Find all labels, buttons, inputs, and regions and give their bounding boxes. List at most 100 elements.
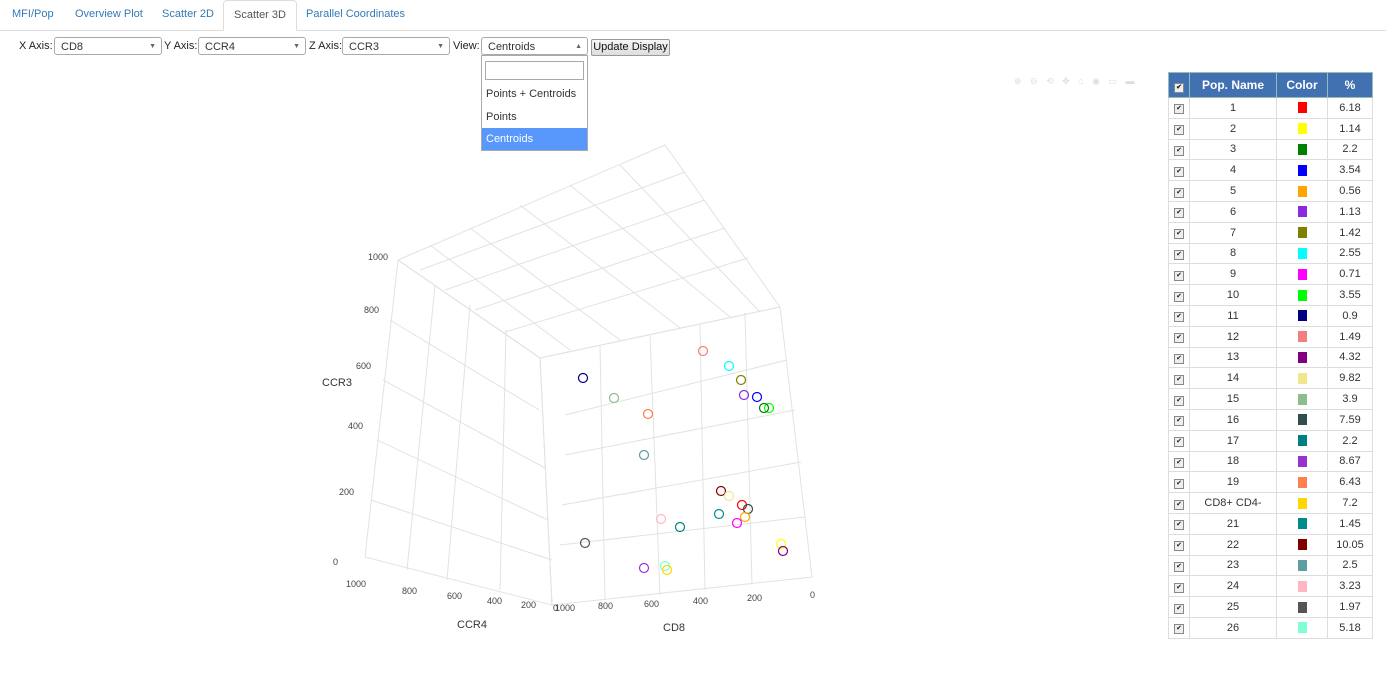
- row-checkbox-cell[interactable]: ✔: [1168, 159, 1190, 182]
- z-axis-select[interactable]: CCR3 ▼: [342, 37, 450, 55]
- row-checkbox-cell[interactable]: ✔: [1168, 221, 1190, 244]
- color-swatch[interactable]: [1297, 518, 1307, 530]
- row-checkbox[interactable]: ✔: [1174, 187, 1184, 198]
- color-swatch[interactable]: [1297, 185, 1307, 197]
- color-swatch[interactable]: [1297, 539, 1307, 551]
- row-checkbox-cell[interactable]: ✔: [1168, 138, 1190, 161]
- centroid-marker[interactable]: [758, 402, 770, 414]
- color-swatch[interactable]: [1297, 580, 1307, 592]
- color-swatch[interactable]: [1297, 206, 1307, 218]
- centroid-marker[interactable]: [735, 374, 747, 386]
- row-checkbox[interactable]: ✔: [1174, 229, 1184, 240]
- row-checkbox-cell[interactable]: ✔: [1168, 533, 1190, 556]
- color-swatch[interactable]: [1297, 372, 1307, 384]
- color-swatch[interactable]: [1297, 331, 1307, 343]
- centroid-marker[interactable]: [738, 389, 750, 401]
- row-checkbox[interactable]: ✔: [1174, 145, 1184, 156]
- color-swatch[interactable]: [1297, 414, 1307, 426]
- centroid-marker[interactable]: [638, 449, 650, 461]
- row-checkbox[interactable]: ✔: [1174, 561, 1184, 572]
- row-checkbox-cell[interactable]: ✔: [1168, 450, 1190, 473]
- row-checkbox[interactable]: ✔: [1174, 249, 1184, 260]
- centroid-marker[interactable]: [661, 564, 673, 576]
- row-checkbox-cell[interactable]: ✔: [1168, 346, 1190, 369]
- row-checkbox-cell[interactable]: ✔: [1168, 408, 1190, 431]
- row-checkbox-cell[interactable]: ✔: [1168, 242, 1190, 265]
- centroid-marker[interactable]: [739, 511, 751, 523]
- color-swatch[interactable]: [1297, 289, 1307, 301]
- centroid-marker[interactable]: [775, 538, 787, 550]
- row-checkbox-cell[interactable]: ✔: [1168, 284, 1190, 306]
- color-swatch[interactable]: [1297, 497, 1307, 509]
- option-points-centroids[interactable]: Points + Centroids: [486, 88, 577, 100]
- tab-scatter-2d[interactable]: Scatter 2D: [162, 8, 214, 20]
- centroid-marker[interactable]: [638, 562, 650, 574]
- row-checkbox[interactable]: ✔: [1174, 499, 1184, 510]
- view-select[interactable]: Centroids ▲: [481, 37, 588, 55]
- row-checkbox[interactable]: ✔: [1174, 333, 1184, 344]
- centroid-marker[interactable]: [577, 372, 589, 384]
- row-checkbox[interactable]: ✔: [1174, 104, 1184, 115]
- centroid-marker[interactable]: [579, 537, 591, 549]
- row-checkbox-cell[interactable]: ✔: [1168, 492, 1190, 514]
- tab-overview-plot[interactable]: Overview Plot: [75, 8, 143, 20]
- color-swatch[interactable]: [1297, 102, 1307, 114]
- tab-scatter-3d[interactable]: Scatter 3D: [223, 0, 297, 31]
- dropdown-search-input[interactable]: [485, 61, 584, 80]
- row-checkbox-cell[interactable]: ✔: [1168, 200, 1190, 223]
- color-swatch[interactable]: [1297, 476, 1307, 488]
- row-checkbox[interactable]: ✔: [1174, 520, 1184, 531]
- scatter-3d-plot[interactable]: 1000 800 600 400 200 0 1000 800 600 400 …: [0, 0, 1160, 690]
- row-checkbox-cell[interactable]: ✔: [1168, 117, 1190, 140]
- row-checkbox[interactable]: ✔: [1174, 125, 1184, 136]
- centroid-marker[interactable]: [642, 408, 654, 420]
- color-swatch[interactable]: [1297, 123, 1307, 135]
- color-swatch[interactable]: [1297, 352, 1307, 364]
- row-checkbox-cell[interactable]: ✔: [1168, 596, 1190, 618]
- tab-mfi-pop[interactable]: MFI/Pop: [12, 8, 54, 20]
- tab-parallel-coordinates[interactable]: Parallel Coordinates: [306, 8, 406, 20]
- option-points[interactable]: Points: [486, 111, 517, 123]
- row-checkbox[interactable]: ✔: [1174, 353, 1184, 364]
- color-swatch[interactable]: [1297, 435, 1307, 447]
- row-checkbox[interactable]: ✔: [1174, 312, 1184, 323]
- plot-modebar[interactable]: ⊕ ⊖ ⟲ ✥ ⌂ ◉ ▭ ▬: [1014, 76, 1138, 86]
- centroid-marker[interactable]: [731, 517, 743, 529]
- row-checkbox-cell[interactable]: ✔: [1168, 512, 1190, 535]
- row-checkbox[interactable]: ✔: [1174, 166, 1184, 177]
- row-checkbox[interactable]: ✔: [1174, 395, 1184, 406]
- centroid-marker[interactable]: [777, 545, 789, 557]
- color-swatch[interactable]: [1297, 560, 1307, 572]
- row-checkbox[interactable]: ✔: [1174, 291, 1184, 302]
- row-checkbox-cell[interactable]: ✔: [1168, 575, 1190, 598]
- option-centroids[interactable]: Centroids: [482, 128, 587, 150]
- x-axis-select[interactable]: CD8 ▼: [54, 37, 162, 55]
- row-checkbox[interactable]: ✔: [1174, 208, 1184, 219]
- color-swatch[interactable]: [1297, 144, 1307, 156]
- color-swatch[interactable]: [1297, 601, 1307, 613]
- centroid-marker[interactable]: [723, 360, 735, 372]
- row-checkbox-cell[interactable]: ✔: [1168, 263, 1190, 286]
- update-display-button[interactable]: Update Display: [591, 39, 670, 56]
- row-checkbox[interactable]: ✔: [1174, 478, 1184, 489]
- color-swatch[interactable]: [1297, 248, 1307, 260]
- color-swatch[interactable]: [1297, 310, 1307, 322]
- row-checkbox[interactable]: ✔: [1174, 416, 1184, 427]
- row-checkbox[interactable]: ✔: [1174, 270, 1184, 281]
- centroid-marker[interactable]: [697, 345, 709, 357]
- centroid-marker[interactable]: [655, 513, 667, 525]
- row-checkbox[interactable]: ✔: [1174, 624, 1184, 635]
- centroid-marker[interactable]: [715, 485, 727, 497]
- select-all-header[interactable]: ✔: [1168, 72, 1190, 98]
- centroid-marker[interactable]: [713, 508, 725, 520]
- row-checkbox[interactable]: ✔: [1174, 374, 1184, 385]
- centroid-marker[interactable]: [763, 402, 775, 414]
- row-checkbox[interactable]: ✔: [1174, 541, 1184, 552]
- color-swatch[interactable]: [1297, 622, 1307, 634]
- row-checkbox-cell[interactable]: ✔: [1168, 97, 1190, 119]
- row-checkbox-cell[interactable]: ✔: [1168, 616, 1190, 639]
- row-checkbox-cell[interactable]: ✔: [1168, 325, 1190, 348]
- row-checkbox[interactable]: ✔: [1174, 457, 1184, 468]
- row-checkbox-cell[interactable]: ✔: [1168, 471, 1190, 494]
- row-checkbox[interactable]: ✔: [1174, 582, 1184, 593]
